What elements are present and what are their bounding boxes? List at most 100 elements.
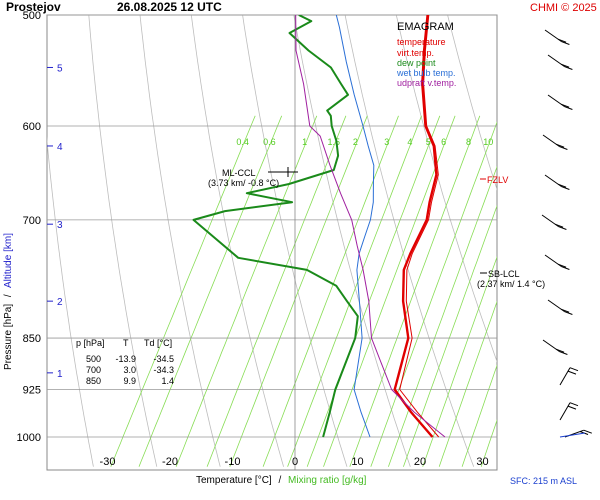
- mixing-ratio-label: 10: [483, 137, 493, 147]
- altitude-tick-labels: 1 2 3 4 5: [47, 63, 63, 380]
- mixing-ratio-label: 0.4: [236, 137, 249, 147]
- wind-barb-feather: [558, 226, 567, 230]
- station-name: Prostejov: [6, 0, 61, 14]
- mixing-ratio-line: [206, 115, 347, 467]
- wind-barb-feather: [555, 348, 565, 353]
- dry-adiabat-line: [139, 15, 221, 467]
- mixing-ratio-line: [438, 300, 497, 467]
- mixing-ratio-label: 3: [384, 137, 389, 147]
- dry-adiabat-line: [190, 15, 284, 467]
- table-cell: 9.9: [123, 376, 136, 386]
- series-line-wet-bulb-temp: [335, 15, 375, 438]
- temperature-tick-label: -30: [100, 456, 116, 468]
- table-cell: 850: [86, 376, 101, 386]
- temperature-tick-labels: -30 -20 -10 0 10 20 30: [100, 456, 489, 468]
- mixing-ratio-line: [480, 419, 497, 467]
- mixing-ratio-line: [287, 115, 422, 467]
- ml-ccl-label: ML-CCL: [222, 168, 256, 178]
- wind-barb-feather: [557, 38, 567, 43]
- table-header-p: p [hPa]: [76, 338, 105, 348]
- level-table: p [hPa] T Td [°C] 500 -13.9 -34.5 700 3.…: [76, 338, 174, 386]
- table-header-t: T: [123, 338, 129, 348]
- x-axis-title: Temperature [°C] / Mixing ratio [g/kg]: [196, 475, 367, 486]
- wind-barb: [559, 367, 571, 386]
- table-cell: 700: [86, 365, 101, 375]
- wind-barb-feather: [555, 143, 565, 148]
- wind-barb-feather: [564, 106, 573, 110]
- wind-barb-feather: [583, 429, 592, 434]
- mixing-ratio-line: [388, 165, 497, 467]
- copyright: CHMI © 2025: [530, 2, 597, 14]
- dry-adiabat-line: [447, 15, 497, 191]
- pressure-tick-label: 500: [23, 10, 41, 22]
- datetime: 26.08.2025 12 UTC: [117, 0, 222, 14]
- wind-barb-feather: [564, 311, 573, 315]
- mixing-ratio-label: 5: [426, 137, 431, 147]
- wind-barb-feather: [567, 405, 577, 410]
- mixing-ratio-line: [229, 115, 368, 467]
- legend-title: EMAGRAM: [397, 21, 454, 33]
- table-cell: 3.0: [123, 365, 136, 375]
- y-axis-title: Pressure [hPa] / Altitude [km]: [3, 233, 14, 370]
- mixing-ratio-label: 0.6: [263, 137, 276, 147]
- x-axis-separator: /: [278, 475, 281, 486]
- altitude-tick-label: 3: [57, 220, 63, 231]
- y-axis-pressure-label: Pressure [hPa]: [3, 304, 14, 370]
- sfc-label: SFC: 215 m ASL: [510, 476, 577, 486]
- mixing-ratio-line: [306, 115, 441, 467]
- altitude-tick-label: 4: [57, 142, 63, 153]
- dry-adiabat-line: [47, 136, 94, 467]
- legend-wet-bulb: wet bulb temp.: [396, 68, 456, 78]
- temperature-tick-label: -10: [225, 456, 241, 468]
- wind-barb: [559, 402, 571, 421]
- ml-ccl-value: (3.73 km/ -0.8 °C): [208, 178, 279, 188]
- legend-virt-temp: virt.temp.: [397, 48, 434, 58]
- mixing-ratio-line: [422, 255, 497, 467]
- mixing-ratio-line: [110, 115, 256, 467]
- dry-adiabat-line: [344, 15, 475, 467]
- pressure-tick-label: 850: [23, 333, 41, 345]
- mixing-ratio-label: 8: [466, 137, 471, 147]
- wind-barb-feather: [561, 266, 570, 270]
- table-cell: 500: [86, 354, 101, 364]
- wind-barb-feather: [560, 103, 570, 108]
- mixing-ratio-line: [138, 115, 283, 467]
- mixing-ratio-label: 2: [353, 137, 358, 147]
- wind-barb-feather: [560, 308, 570, 313]
- wind-barb-feather: [557, 263, 567, 268]
- altitude-tick-label: 2: [57, 297, 63, 308]
- isobars: [47, 14, 497, 438]
- wind-barb-feather: [564, 66, 573, 70]
- wind-barbs: [541, 29, 592, 438]
- table-header-td: Td [°C]: [144, 338, 172, 348]
- x-axis-temp-label: Temperature [°C]: [196, 475, 272, 486]
- legend-dew-point: dew point: [397, 58, 436, 68]
- wind-barb-feather: [560, 63, 570, 68]
- pressure-tick-label: 1000: [17, 432, 41, 444]
- mixing-ratio-line: [370, 121, 497, 467]
- wind-barb-feather: [561, 186, 570, 190]
- mixing-ratio-line: [175, 115, 318, 467]
- dry-adiabat-line: [395, 15, 497, 363]
- wind-barb-feather: [567, 370, 577, 375]
- series-line-udpraft-v-temp: [295, 15, 446, 438]
- altitude-tick-label: 5: [57, 63, 63, 74]
- mixing-ratio-label: 6: [441, 137, 446, 147]
- dry-adiabat-line: [242, 15, 348, 467]
- legend-updraft: udpraft v.temp.: [397, 78, 456, 88]
- legend-temperature: temperature: [397, 37, 446, 47]
- mixing-ratio-label: 1: [302, 137, 307, 147]
- temperature-tick-label: 30: [476, 456, 488, 468]
- table-cell: -34.5: [153, 354, 174, 364]
- mixing-ratio-line: [323, 115, 456, 467]
- wind-barb-feather: [561, 41, 570, 45]
- dry-adiabats: [47, 0, 600, 467]
- mixing-ratio-line: [461, 364, 497, 467]
- mixing-ratio-label: 1.5: [328, 137, 341, 147]
- sb-lcl-value: (2.37 km/ 1.4 °C): [477, 279, 545, 289]
- series-line-virt-temp: [399, 15, 440, 438]
- dry-adiabat-line: [543, 0, 600, 467]
- surface-wind-barb: [559, 432, 586, 438]
- mixing-ratio-labels: 0.4 0.6 1 1.5 2 3 4 5 6 8 10: [236, 137, 493, 147]
